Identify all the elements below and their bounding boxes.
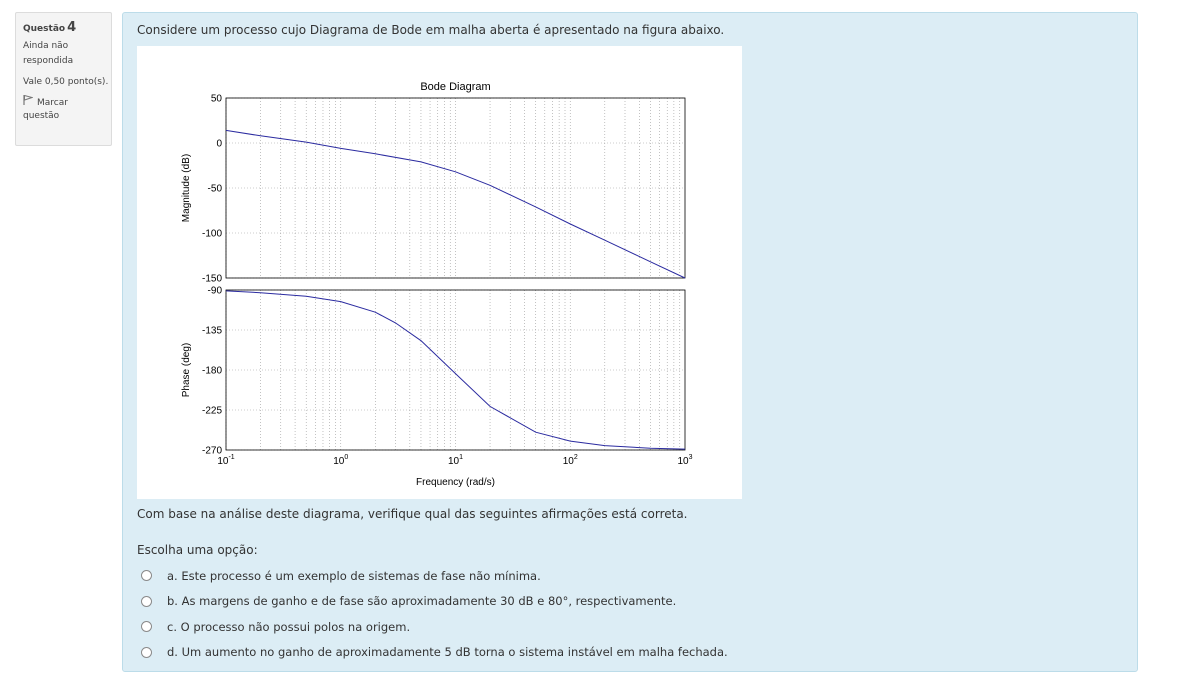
radio-b[interactable] (141, 595, 152, 607)
magnitude-ytick-label: -50 (208, 184, 223, 195)
status-line-1: Ainda não (23, 41, 69, 51)
magnitude-ytick-label: 0 (216, 139, 222, 150)
question-info-panel: Questão 4 Ainda não respondida Vale 0,50 … (15, 12, 112, 146)
magnitude-ylabel: Magnitude (dB) (181, 154, 192, 222)
option-c-label[interactable]: c. O processo não possui polos na origem… (167, 619, 411, 634)
phase-ytick-label: -225 (202, 406, 222, 417)
option-c[interactable]: c. O processo não possui polos na origem… (139, 614, 728, 640)
option-a-label[interactable]: a. Este processo é um exemplo de sistema… (167, 568, 541, 583)
flag-label-1: Marcar (37, 98, 68, 108)
question-text: Considere um processo cujo Diagrama de B… (137, 23, 725, 37)
xlabel: Frequency (rad/s) (416, 477, 495, 488)
radio-c[interactable] (141, 621, 152, 633)
choose-option-prompt: Escolha uma opção: (137, 543, 258, 557)
phase-ytick-label: -270 (202, 446, 222, 457)
bode-diagram-chart: Bode Diagram 50 0 -50 -100 -150 Magnitude (dB)… (181, 81, 693, 488)
radio-d[interactable] (141, 646, 152, 658)
status-line-2: respondida (23, 56, 74, 66)
magnitude-axes-frame (225, 97, 686, 279)
flag-label-2: questão (23, 111, 60, 121)
option-b-label[interactable]: b. As margens de ganho e de fase são apr… (167, 594, 677, 609)
phase-series-line (225, 290, 686, 450)
phase-ylabel: Phase (deg) (181, 343, 192, 397)
question-number: Questão 4 (23, 19, 111, 38)
question-number-value: 4 (67, 20, 77, 35)
magnitude-ytick-label: -150 (202, 274, 222, 285)
option-a[interactable]: a. Este processo é um exemplo de sistema… (139, 563, 728, 589)
question-content: Considere um processo cujo Diagrama de B… (122, 12, 1138, 672)
phase-ytick-label: -180 (202, 366, 222, 377)
magnitude-ytick-label: -100 (202, 229, 222, 240)
magnitude-ytick-label: 50 (211, 94, 223, 105)
xtick-label: 102 (563, 454, 578, 467)
question-follow-text: Com base na análise deste diagrama, veri… (137, 507, 688, 521)
flag-icon (23, 94, 34, 112)
option-d-label[interactable]: d. Um aumento no ganho de aproximadament… (167, 645, 728, 660)
radio-a[interactable] (141, 570, 152, 582)
xtick-label: 100 (333, 454, 348, 467)
phase-ytick-label: -90 (208, 286, 223, 297)
phase-ytick-label: -135 (202, 326, 222, 337)
xtick-label: 103 (677, 454, 692, 467)
answer-options: a. Este processo é um exemplo de sistema… (139, 563, 728, 665)
question-label: Questão (23, 24, 66, 34)
grade-text: Vale 0,50 ponto(s). (23, 77, 109, 87)
xtick-label: 101 (448, 454, 463, 467)
option-d[interactable]: d. Um aumento no ganho de aproximadament… (139, 640, 728, 666)
phase-axes-frame (225, 289, 686, 451)
chart-title: Bode Diagram (420, 81, 490, 93)
bode-figure: Bode Diagram 50 0 -50 -100 -150 Magnitude (dB)… (137, 46, 742, 499)
option-b[interactable]: b. As margens de ganho e de fase são apr… (139, 589, 728, 615)
magnitude-series-line (225, 129, 686, 279)
xtick-label: 10-1 (217, 454, 234, 467)
flag-question-button[interactable]: Marcar questão (23, 94, 111, 125)
